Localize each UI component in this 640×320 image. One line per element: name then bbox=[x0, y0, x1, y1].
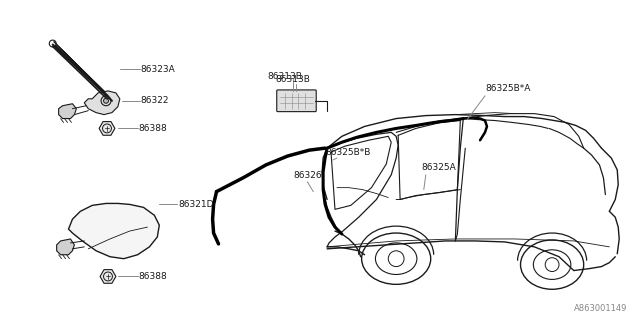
Text: 86388: 86388 bbox=[139, 272, 167, 281]
Text: 86313B: 86313B bbox=[276, 75, 310, 84]
Text: A863001149: A863001149 bbox=[574, 304, 627, 313]
Text: 86323A: 86323A bbox=[141, 65, 175, 74]
Polygon shape bbox=[84, 91, 120, 115]
Text: 86325A: 86325A bbox=[422, 164, 456, 172]
Polygon shape bbox=[68, 204, 159, 259]
Circle shape bbox=[104, 98, 108, 103]
Text: 86325B*A: 86325B*A bbox=[485, 84, 531, 93]
Text: 86388: 86388 bbox=[139, 124, 167, 133]
Text: 86326: 86326 bbox=[294, 171, 322, 180]
Polygon shape bbox=[100, 270, 116, 283]
Text: 86313B: 86313B bbox=[268, 72, 303, 81]
Text: 86325B*B: 86325B*B bbox=[325, 148, 371, 156]
Text: 86322: 86322 bbox=[141, 96, 169, 105]
Polygon shape bbox=[59, 104, 76, 118]
Polygon shape bbox=[99, 122, 115, 135]
Polygon shape bbox=[54, 42, 113, 100]
Polygon shape bbox=[57, 239, 74, 255]
FancyBboxPatch shape bbox=[276, 90, 316, 112]
Text: 86321D: 86321D bbox=[178, 200, 214, 209]
